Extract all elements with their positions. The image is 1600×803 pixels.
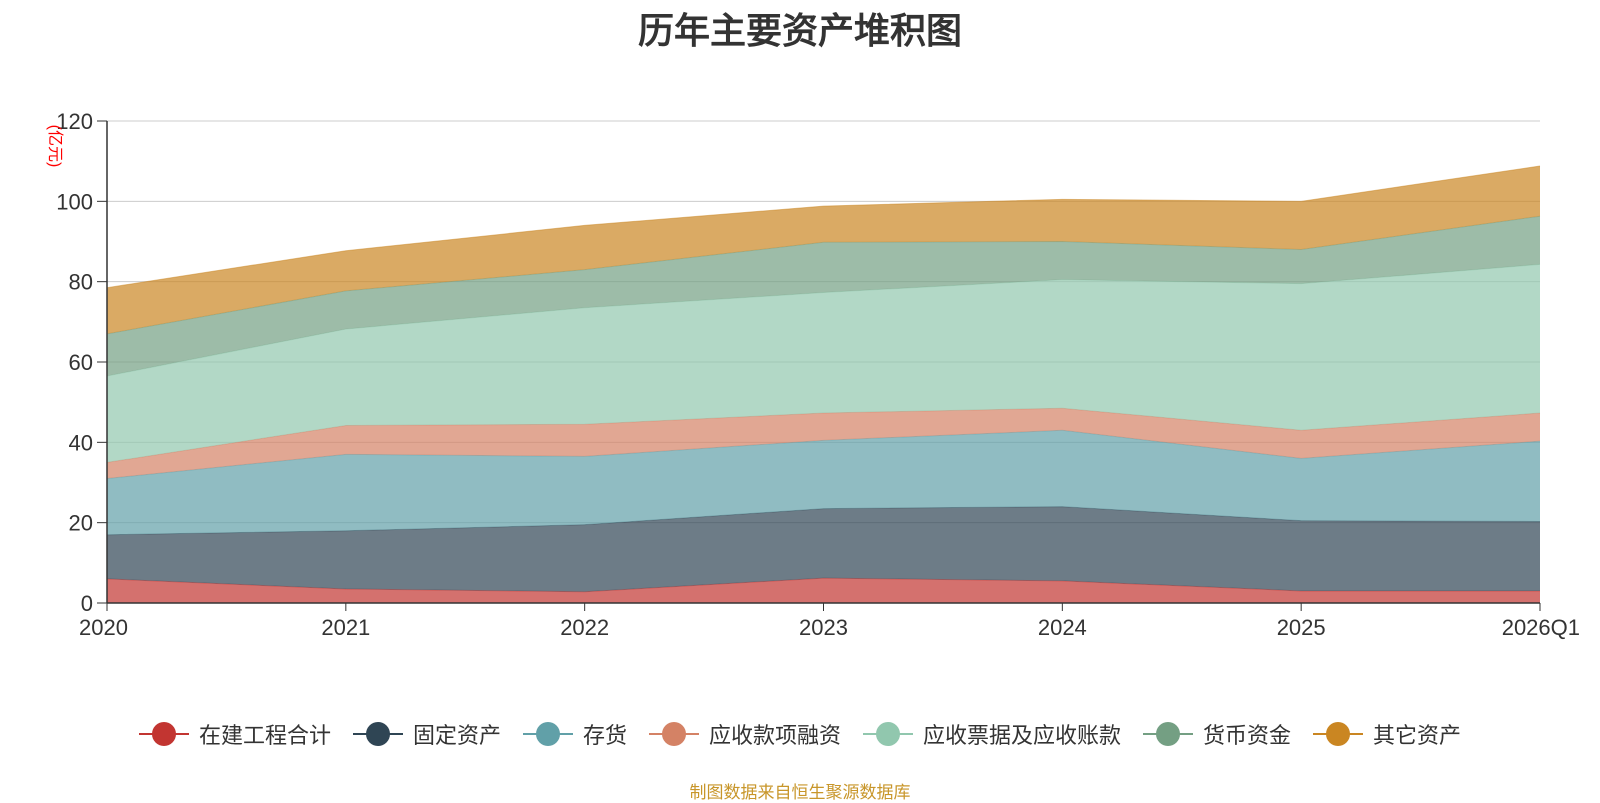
legend-item[interactable]: 应收款项融资 [648,718,841,750]
legend-marker-icon [522,721,573,747]
legend-label: 其它资产 [1373,724,1462,749]
x-tick-label: 2020 [79,615,128,640]
y-tick-label: 120 [56,109,93,134]
x-tick-label: 2021 [321,615,370,640]
area-应收款项融资 [107,408,1540,479]
legend-label: 在建工程合计 [198,724,331,749]
legend-item[interactable]: 存货 [522,718,627,750]
legend-marker-icon [1313,721,1364,747]
line-其它资产 [106,165,1541,289]
legend-marker-icon [648,721,699,747]
y-tick-label: 80 [69,270,93,295]
area-其它资产 [107,165,1540,334]
x-tick-label: 2024 [1038,615,1087,640]
x-tick-label: 2022 [560,615,609,640]
legend-marker-icon [138,721,189,747]
y-axis-label: (亿元) [46,125,64,168]
legend-marker-icon [863,721,913,747]
y-tick-label: 0 [81,591,93,616]
source-note: 制图数据来自恒生聚源数据库 [689,783,911,803]
legend-label: 货币资金 [1203,724,1292,749]
legend: 在建工程合计 固定资产 存货 应收款项融资 应收票据及应收账款 货币资金 其它资产 [0,718,1600,750]
area-series [106,165,1541,603]
area-应收票据及应收账款 [107,264,1540,463]
legend-item[interactable]: 在建工程合计 [138,718,331,750]
legend-marker-icon [1143,721,1194,747]
x-tick-label: 2026Q1 [1502,615,1580,640]
x-tick-label: 2023 [799,615,848,640]
area-在建工程合计 [107,578,1540,603]
legend-label: 存货 [582,724,627,749]
legend-label: 应收款项融资 [708,724,841,749]
x-tick-label: 2025 [1277,615,1326,640]
legend-label: 固定资产 [412,724,501,749]
chart-title: 历年主要资产堆积图 [637,11,962,52]
y-tick-label: 60 [69,350,93,375]
legend-marker-icon [352,721,403,747]
y-tick-label: 100 [56,189,93,214]
legend-item[interactable]: 其它资产 [1313,718,1461,750]
legend-item[interactable]: 固定资产 [352,718,501,750]
y-tick-label: 20 [69,511,93,536]
y-tick-label: 40 [69,430,93,455]
area-货币资金 [107,216,1540,377]
legend-item[interactable]: 应收票据及应收账款 [863,718,1121,750]
legend-label: 应收票据及应收账款 [923,724,1122,749]
legend-item[interactable]: 货币资金 [1143,718,1291,750]
area-存货 [107,430,1540,535]
axes: 0 20 40 60 80 100 120 2020 2021 2022 2023 2024 2025 2… [56,109,1580,640]
